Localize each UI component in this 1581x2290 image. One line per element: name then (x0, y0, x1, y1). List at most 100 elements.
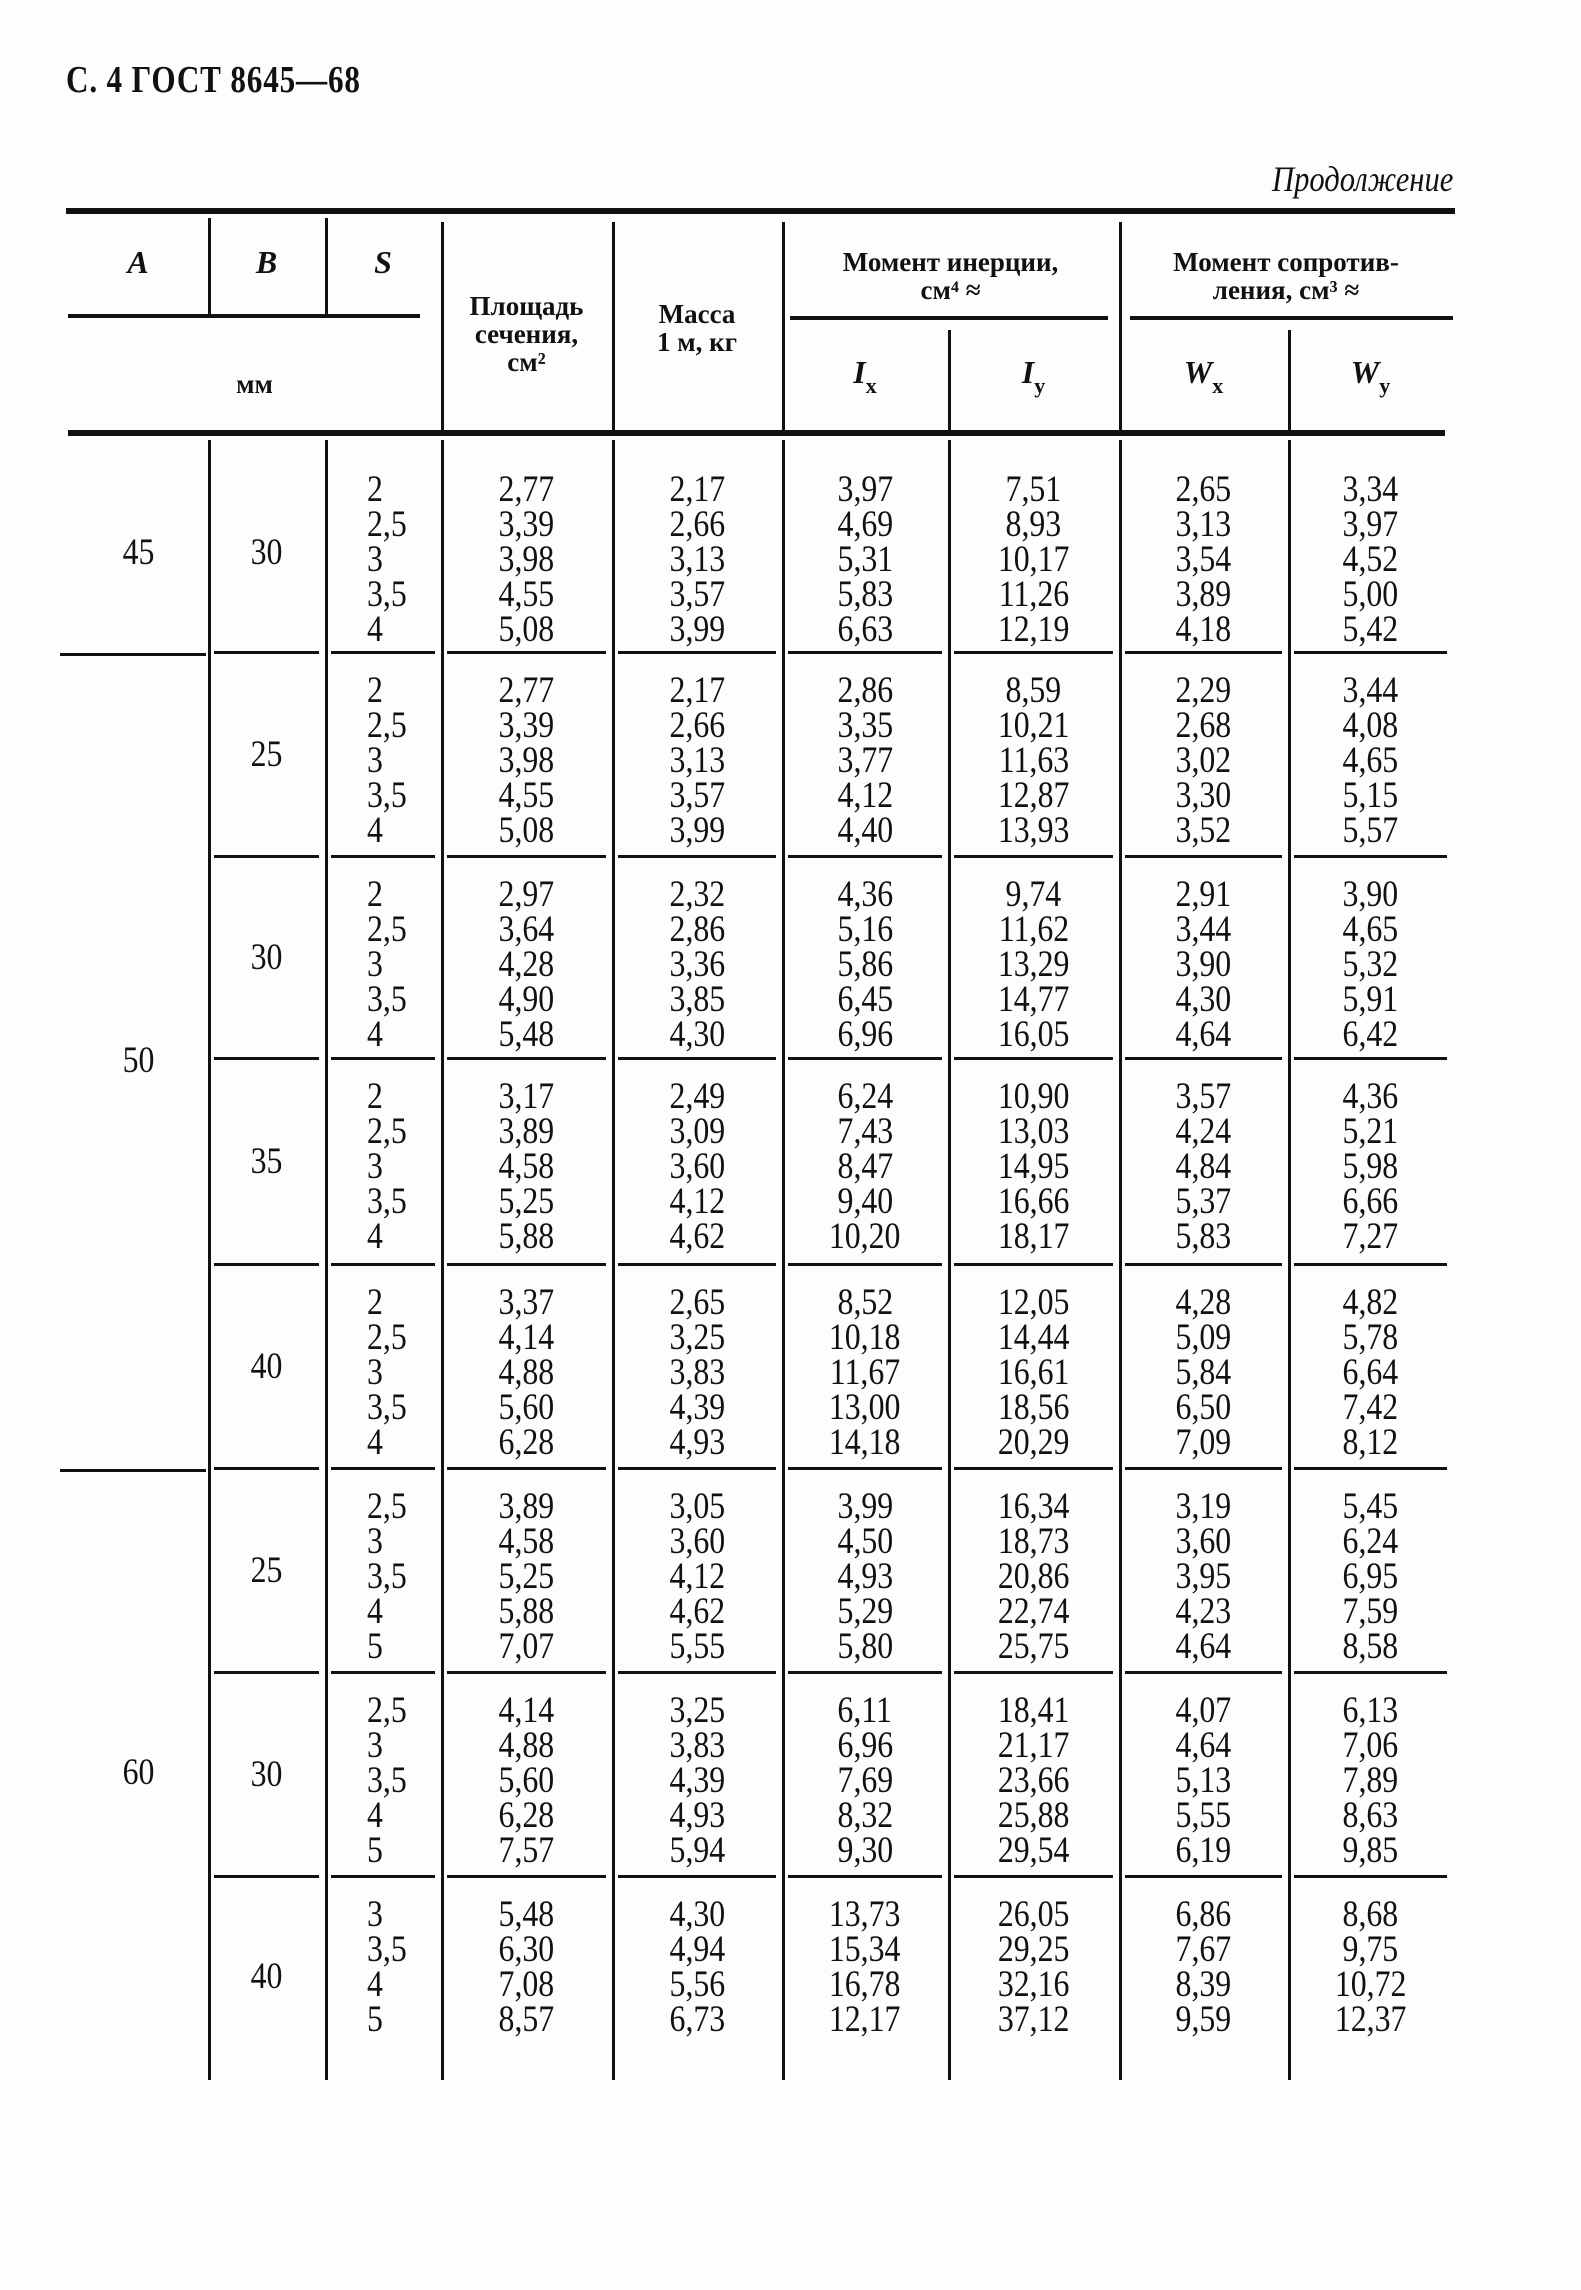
value-Iy: 20,86 (997, 1556, 1070, 1597)
header-mass-line: 1 м, кг (657, 327, 737, 357)
value-Ix: 5,80 (837, 1626, 893, 1667)
cell-Ix: 12,17 (782, 2001, 948, 2038)
cell-area: 5,88 (441, 1218, 612, 1255)
header-inertia: Момент инерции, см⁴ ≈ (782, 248, 1119, 304)
cell-Wx: 3,30 (1119, 777, 1288, 814)
value-S: 3 (367, 539, 383, 580)
cell-Wx: 6,19 (1119, 1832, 1288, 1869)
cell-Wx: 7,67 (1119, 1929, 1288, 1970)
cell-mass: 4,94 (612, 1929, 782, 1970)
value-Wy: 5,78 (1342, 1317, 1399, 1358)
cell-S: 4 (367, 1797, 386, 1834)
cell-area: 3,98 (441, 742, 612, 779)
value-Ix: 6,63 (837, 609, 893, 650)
value-A: 60 (122, 1751, 154, 1793)
block-rule (954, 1057, 1113, 1060)
header-area: Площадь сечения, см² (441, 292, 612, 376)
value-Wx: 3,02 (1175, 740, 1232, 781)
cell-Ix: 5,16 (782, 909, 948, 950)
cell-Wx: 4,64 (1119, 1727, 1288, 1764)
value-mass: 2,86 (669, 909, 725, 950)
value-Wy: 6,13 (1342, 1690, 1399, 1731)
value-B: 40 (250, 1346, 283, 1387)
cell-mass: 2,17 (612, 670, 782, 711)
value-Wx: 3,52 (1175, 810, 1232, 851)
cell-Wy: 5,98 (1288, 1148, 1453, 1185)
value-mass: 3,83 (669, 1352, 725, 1393)
cell-area: 3,64 (441, 911, 612, 948)
value-mass: 4,30 (669, 1894, 725, 1935)
value-Iy: 11,63 (998, 740, 1069, 781)
value-mass: 2,17 (669, 670, 725, 711)
cell-area: 5,25 (441, 1558, 612, 1595)
value-Wy: 5,42 (1342, 609, 1399, 650)
value-Wy: 3,90 (1342, 874, 1399, 915)
value-Ix: 5,16 (837, 909, 893, 950)
value-Wx: 3,89 (1175, 574, 1232, 615)
cell-Wx: 2,29 (1119, 672, 1288, 709)
cell-Iy: 13,03 (948, 1113, 1119, 1150)
cell-S: 5 (367, 2001, 386, 2038)
cell-Ix: 7,69 (782, 1762, 948, 1799)
value-Wx: 7,67 (1175, 1929, 1232, 1970)
value-S: 2,5 (367, 909, 407, 950)
cell-B: 30 (208, 534, 325, 571)
value-Wy: 12,37 (1334, 1999, 1407, 2040)
cell-mass: 4,62 (612, 1218, 782, 1255)
value-Iy: 11,62 (998, 909, 1069, 950)
header-Ix-symbol: I (853, 354, 866, 390)
cell-S: 3 (367, 1148, 386, 1185)
cell-Ix: 4,50 (782, 1523, 948, 1560)
cell-Wy: 8,63 (1288, 1797, 1453, 1834)
cell-Wy: 5,91 (1288, 981, 1453, 1018)
block-rule (1125, 1467, 1282, 1470)
cell-Wy: 4,36 (1288, 1078, 1453, 1115)
value-Wx: 4,18 (1175, 609, 1232, 650)
cell-Wx: 3,02 (1119, 740, 1288, 781)
block-rule (214, 855, 319, 858)
cell-Iy: 16,66 (948, 1181, 1119, 1222)
cell-S: 3 (367, 742, 386, 779)
block-rule (788, 651, 942, 654)
block-rule (214, 1671, 319, 1674)
cell-Iy: 26,05 (948, 1896, 1119, 1933)
cell-Ix: 15,34 (782, 1931, 948, 1968)
header-Ix-subscript: x (865, 373, 877, 398)
value-area: 5,48 (498, 1014, 555, 1055)
value-Iy: 12,05 (997, 1282, 1070, 1323)
cell-Wx: 5,84 (1119, 1354, 1288, 1391)
cell-B: 25 (208, 1552, 325, 1589)
value-Iy: 13,29 (997, 944, 1070, 985)
value-Wy: 4,65 (1342, 909, 1399, 950)
cell-S: 2 (367, 1284, 386, 1321)
value-Wy: 5,32 (1342, 944, 1399, 985)
block-rule (447, 1671, 606, 1674)
header-area-line: сечения, (474, 319, 579, 349)
cell-mass: 4,12 (612, 1558, 782, 1595)
value-Ix: 3,99 (837, 1486, 893, 1527)
cell-Wy: 5,42 (1288, 609, 1453, 650)
cell-Wy: 4,52 (1288, 539, 1453, 580)
cell-area: 5,25 (441, 1183, 612, 1220)
value-Wy: 4,52 (1342, 539, 1399, 580)
cell-Wy: 9,85 (1288, 1832, 1453, 1869)
block-rule (1125, 1875, 1282, 1878)
value-Iy: 16,66 (997, 1181, 1070, 1222)
value-area: 6,28 (498, 1422, 555, 1463)
value-Wy: 6,64 (1342, 1352, 1399, 1393)
column-divider (1119, 222, 1122, 432)
value-Wx: 3,90 (1175, 944, 1232, 985)
block-rule (788, 1467, 942, 1470)
value-mass: 4,94 (669, 1929, 725, 1970)
value-S: 3,5 (367, 775, 407, 816)
value-Ix: 10,20 (829, 1216, 901, 1257)
value-mass: 3,99 (669, 609, 725, 650)
cell-Iy: 22,74 (948, 1593, 1119, 1630)
value-B: 30 (250, 937, 283, 978)
cell-Wx: 6,86 (1119, 1896, 1288, 1933)
value-Ix: 5,86 (837, 944, 893, 985)
value-mass: 3,25 (669, 1690, 725, 1731)
cell-Wx: 4,23 (1119, 1593, 1288, 1630)
cell-area: 2,97 (441, 876, 612, 913)
cell-Wx: 2,91 (1119, 876, 1288, 913)
